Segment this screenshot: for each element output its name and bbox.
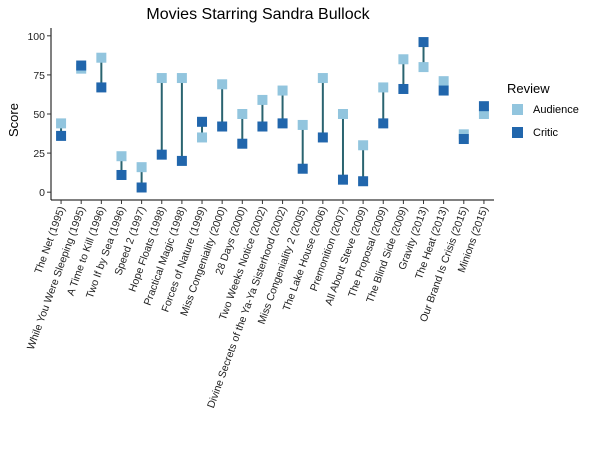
audience-point xyxy=(478,109,489,119)
audience-point xyxy=(398,54,409,65)
legend-label-critic: Critic xyxy=(533,127,559,139)
critic-point xyxy=(76,60,87,71)
critic-point xyxy=(358,176,369,187)
audience-point xyxy=(217,79,228,90)
legend: Review Audience Critic xyxy=(507,81,579,139)
y-tick-label: 75 xyxy=(33,70,45,82)
critic-point xyxy=(458,134,469,145)
critic-point xyxy=(398,83,409,94)
critic-point xyxy=(217,121,228,132)
critic-point xyxy=(116,169,127,180)
y-tick-label: 100 xyxy=(27,31,45,43)
critic-point xyxy=(438,85,449,96)
legend-label-audience: Audience xyxy=(533,104,579,116)
audience-point xyxy=(156,73,167,84)
audience-point xyxy=(257,94,268,105)
critic-point xyxy=(277,118,288,129)
audience-point xyxy=(56,118,67,129)
y-tick-label: 0 xyxy=(39,187,45,199)
audience-point xyxy=(297,119,308,130)
critic-point xyxy=(297,163,308,174)
audience-point xyxy=(96,52,107,63)
critic-point xyxy=(56,130,67,141)
critic-point xyxy=(378,118,389,129)
chart-title: Movies Starring Sandra Bullock xyxy=(146,6,370,23)
critic-point xyxy=(257,121,268,132)
audience-point xyxy=(317,73,328,84)
critic-point xyxy=(337,174,348,185)
y-axis-title: Score xyxy=(6,103,21,137)
audience-point xyxy=(337,109,348,119)
critic-point xyxy=(197,116,208,127)
audience-point xyxy=(197,132,208,143)
critic-point xyxy=(96,82,107,93)
audience-point xyxy=(136,162,147,173)
critic-point xyxy=(156,149,167,160)
y-tick-label: 25 xyxy=(33,148,45,160)
legend-swatch-critic xyxy=(512,127,523,138)
critic-point xyxy=(418,37,429,48)
legend-title: Review xyxy=(507,81,550,96)
audience-point xyxy=(116,151,127,162)
critic-point xyxy=(317,132,328,143)
y-tick-label: 50 xyxy=(33,109,45,121)
audience-point xyxy=(438,76,449,87)
audience-point xyxy=(176,73,187,84)
critic-point xyxy=(478,101,489,112)
audience-point xyxy=(277,85,288,96)
legend-swatch-audience xyxy=(512,104,523,115)
critic-point xyxy=(136,182,147,193)
audience-point xyxy=(418,62,429,73)
audience-point xyxy=(378,82,389,93)
critic-point xyxy=(237,138,248,149)
audience-point xyxy=(237,109,248,119)
audience-point xyxy=(358,140,369,151)
critic-point xyxy=(176,155,187,166)
